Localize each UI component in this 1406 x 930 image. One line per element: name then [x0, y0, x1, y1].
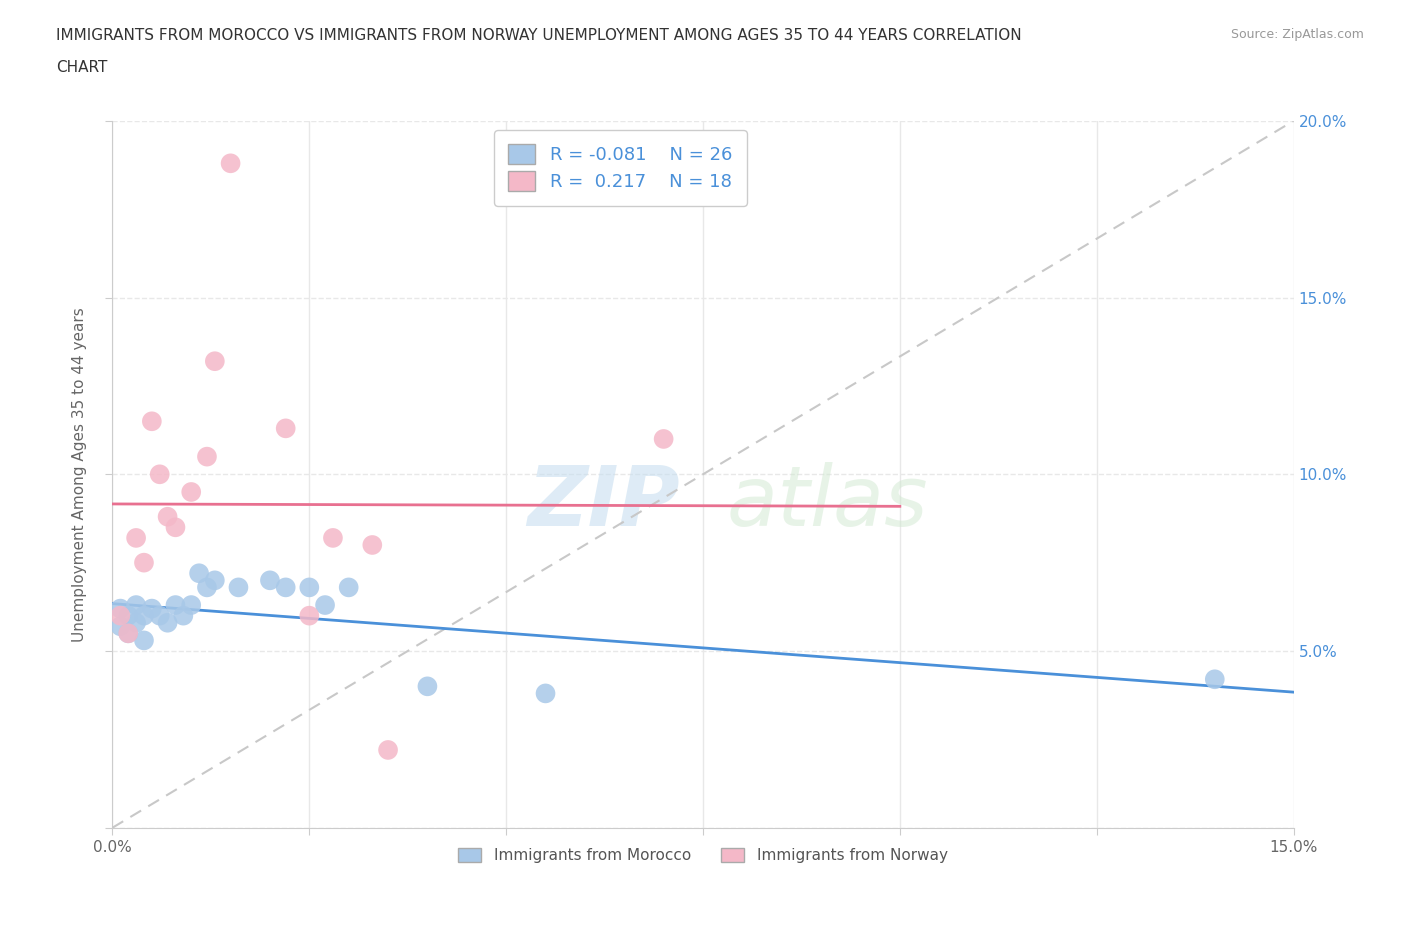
Point: [534, 686, 557, 701]
Point: [298, 580, 321, 595]
Point: [337, 580, 360, 595]
Point: [156, 616, 179, 631]
Point: [110, 618, 132, 633]
Point: [228, 580, 250, 595]
Point: [298, 608, 321, 623]
Point: [180, 598, 202, 613]
Point: [172, 608, 194, 623]
Text: ZIP: ZIP: [527, 462, 679, 543]
Point: [125, 598, 148, 613]
Point: [652, 432, 675, 446]
Point: [314, 598, 336, 613]
Point: [195, 580, 218, 595]
Point: [377, 742, 399, 757]
Point: [188, 565, 211, 580]
Point: [110, 608, 132, 623]
Text: IMMIGRANTS FROM MOROCCO VS IMMIGRANTS FROM NORWAY UNEMPLOYMENT AMONG AGES 35 TO : IMMIGRANTS FROM MOROCCO VS IMMIGRANTS FR…: [56, 28, 1022, 43]
Point: [274, 580, 297, 595]
Point: [361, 538, 384, 552]
Point: [195, 449, 218, 464]
Point: [141, 601, 163, 616]
Point: [110, 601, 132, 616]
Point: [132, 633, 155, 648]
Point: [219, 156, 242, 171]
Point: [416, 679, 439, 694]
Point: [165, 520, 187, 535]
Y-axis label: Unemployment Among Ages 35 to 44 years: Unemployment Among Ages 35 to 44 years: [72, 307, 87, 642]
Text: CHART: CHART: [56, 60, 108, 75]
Point: [180, 485, 202, 499]
Point: [204, 573, 226, 588]
Point: [149, 467, 172, 482]
Point: [117, 626, 139, 641]
Point: [322, 530, 344, 545]
Point: [117, 608, 139, 623]
Point: [132, 555, 155, 570]
Point: [125, 616, 148, 631]
Point: [274, 421, 297, 436]
Point: [165, 598, 187, 613]
Point: [1204, 671, 1226, 686]
Point: [117, 626, 139, 641]
Point: [132, 608, 155, 623]
Text: Source: ZipAtlas.com: Source: ZipAtlas.com: [1230, 28, 1364, 41]
Text: atlas: atlas: [727, 462, 928, 543]
Point: [149, 608, 172, 623]
Point: [156, 510, 179, 525]
Point: [141, 414, 163, 429]
Point: [204, 353, 226, 368]
Point: [125, 530, 148, 545]
Point: [259, 573, 281, 588]
Legend: Immigrants from Morocco, Immigrants from Norway: Immigrants from Morocco, Immigrants from…: [453, 843, 953, 870]
